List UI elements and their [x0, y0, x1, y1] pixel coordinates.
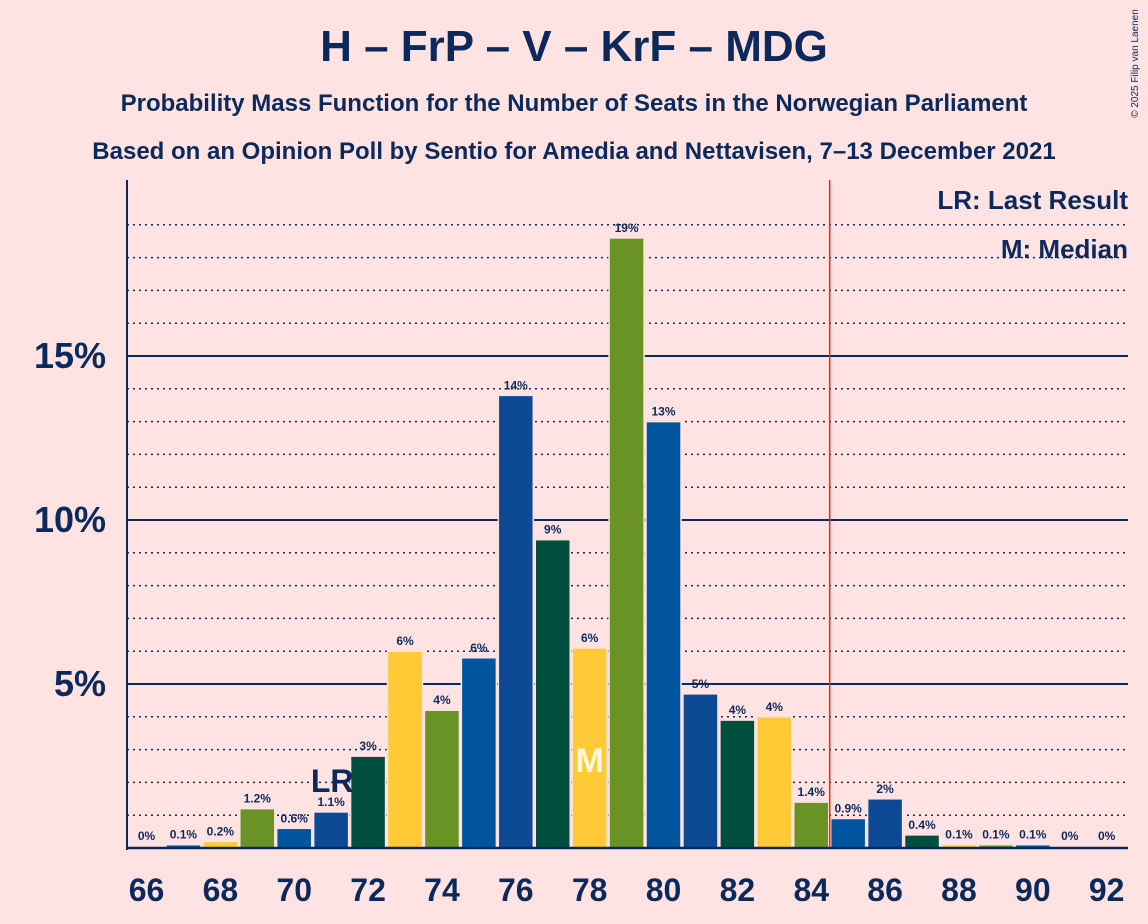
- bar-label-seat-91: 0%: [1061, 829, 1079, 843]
- bar-labels: 0% 0.1% 0.2% 1.2% 0.6% 1.1% 3% 6% 4% 6% 14% 9% 6% 19%…: [138, 221, 1116, 843]
- legend-median: M: Median: [1001, 234, 1128, 264]
- bar-label-seat-71: 1.1%: [317, 795, 345, 809]
- bar-label-seat-74: 4%: [433, 693, 451, 707]
- x-tick-label: 90: [1015, 872, 1051, 908]
- chart-title: H – FrP – V – KrF – MDG: [320, 22, 828, 71]
- gridlines: [127, 224, 1128, 816]
- bar-seat-74: [423, 709, 461, 849]
- bar-label-seat-75: 6%: [470, 641, 488, 655]
- x-tick-label: 68: [203, 872, 239, 908]
- bar-seat-80: [645, 420, 682, 849]
- bar-label-seat-84: 1.4%: [798, 785, 826, 799]
- bar-label-seat-82: 4%: [729, 703, 747, 717]
- bar-seat-87: [903, 834, 941, 849]
- bar-label-seat-69: 1.2%: [244, 792, 272, 806]
- x-tick-label: 86: [867, 872, 903, 908]
- bar-label-seat-77: 9%: [544, 523, 562, 537]
- x-tick-label: 72: [350, 872, 386, 908]
- y-tick-label: 5%: [54, 663, 106, 704]
- bar-seat-70: [275, 827, 313, 849]
- bar-seat-73: [386, 650, 424, 849]
- median-marker: M: [575, 742, 603, 780]
- legend-last-result: LR: Last Result: [937, 185, 1128, 215]
- bar-label-seat-90: 0.1%: [1019, 828, 1047, 842]
- x-tick-label: 84: [793, 872, 829, 908]
- bar-label-seat-92: 0%: [1098, 829, 1116, 843]
- bar-seat-75: [460, 657, 498, 849]
- x-tick-label: 92: [1089, 872, 1125, 908]
- bar-seat-82: [719, 719, 756, 849]
- bar-label-seat-80: 13%: [652, 405, 676, 419]
- y-tick-label: 15%: [34, 335, 106, 376]
- bar-seat-86: [866, 798, 904, 849]
- x-tick-label: 82: [720, 872, 756, 908]
- bar-label-seat-81: 5%: [692, 677, 710, 691]
- y-tick-label: 10%: [34, 499, 106, 540]
- bar-seat-85: [829, 817, 867, 849]
- bar-seat-71: [312, 811, 350, 849]
- x-tick-label: 66: [129, 872, 165, 908]
- bar-label-seat-67: 0.1%: [170, 828, 198, 842]
- bar-label-seat-89: 0.1%: [982, 828, 1010, 842]
- x-tick-label: 78: [572, 872, 608, 908]
- bar-label-seat-66: 0%: [138, 829, 156, 843]
- bar-seat-69: [239, 807, 276, 849]
- bar-label-seat-68: 0.2%: [207, 824, 235, 838]
- x-tick-label: 88: [941, 872, 977, 908]
- bar-label-seat-70: 0.6%: [281, 811, 309, 825]
- axes: 5% 10% 15% 66 68 70 72 74 76 78 80 82 84 86 88 90 92: [34, 180, 1128, 908]
- bar-label-seat-83: 4%: [766, 700, 784, 714]
- last-result-marker: LR: [311, 763, 354, 799]
- bar-label-seat-73: 6%: [396, 634, 414, 648]
- chart-subtitle-2: Based on an Opinion Poll by Sentio for A…: [92, 138, 1056, 165]
- x-tick-label: 70: [276, 872, 312, 908]
- x-tick-label: 80: [646, 872, 682, 908]
- bar-seat-77: [534, 538, 571, 849]
- bar-label-seat-78: 6%: [581, 631, 599, 645]
- bar-seat-76: [497, 394, 535, 849]
- bar-seat-84: [792, 801, 830, 849]
- bar-label-seat-76: 14%: [504, 378, 528, 392]
- x-tick-label: 76: [498, 872, 534, 908]
- bar-seat-83: [756, 716, 793, 849]
- bar-label-seat-85: 0.9%: [834, 801, 862, 815]
- bar-label-seat-72: 3%: [359, 739, 377, 753]
- bar-label-seat-88: 0.1%: [945, 828, 973, 842]
- chart-subtitle-1: Probability Mass Function for the Number…: [120, 90, 1028, 117]
- bar-label-seat-79: 19%: [615, 221, 639, 235]
- bar-label-seat-87: 0.4%: [908, 818, 936, 832]
- bar-seat-72: [349, 755, 387, 849]
- bar-seat-81: [682, 693, 719, 849]
- bar-seat-79: [608, 237, 645, 849]
- bar-label-seat-86: 2%: [876, 782, 894, 796]
- x-tick-label: 74: [424, 872, 460, 908]
- bars: [165, 237, 1052, 849]
